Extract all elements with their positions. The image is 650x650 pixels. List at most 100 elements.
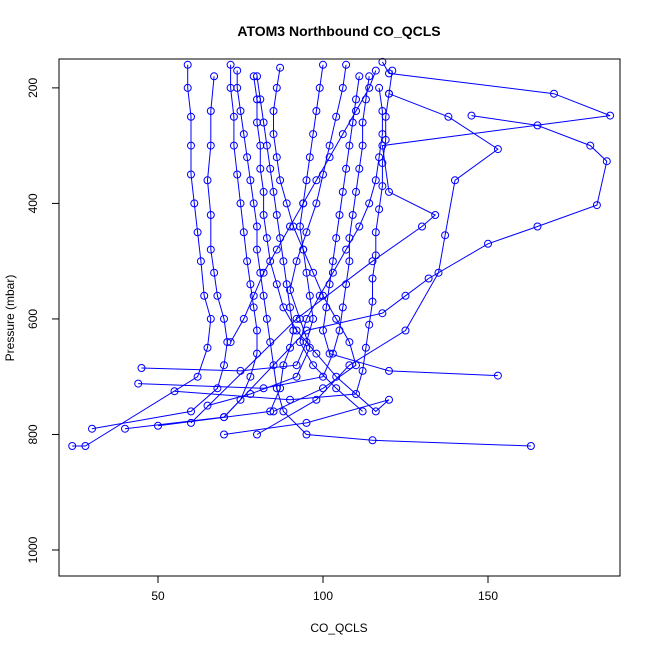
data-point bbox=[309, 130, 318, 139]
data-point bbox=[81, 442, 90, 450]
series-line bbox=[299, 87, 383, 412]
data-point bbox=[378, 57, 387, 66]
data-point bbox=[401, 326, 410, 335]
data-point bbox=[375, 83, 384, 92]
data-point bbox=[358, 141, 367, 150]
data-point bbox=[187, 407, 195, 416]
data-point bbox=[352, 361, 360, 370]
data-point bbox=[292, 326, 301, 335]
data-point bbox=[332, 112, 341, 121]
data-point bbox=[68, 442, 77, 450]
data-point bbox=[256, 164, 265, 173]
data-point bbox=[375, 205, 384, 214]
data-point bbox=[276, 63, 285, 72]
data-point bbox=[526, 442, 535, 450]
series-line bbox=[190, 61, 611, 424]
data-point bbox=[292, 361, 301, 370]
data-point bbox=[365, 320, 374, 329]
data-point bbox=[187, 141, 195, 150]
data-point bbox=[299, 199, 308, 208]
x-tick-label: 50 bbox=[151, 589, 165, 603]
data-point bbox=[355, 72, 364, 81]
series-16 bbox=[226, 66, 380, 347]
data-point bbox=[187, 170, 195, 179]
data-point bbox=[365, 199, 374, 208]
y-tick-label: 800 bbox=[26, 424, 40, 444]
data-point bbox=[272, 153, 281, 162]
data-point bbox=[328, 268, 337, 277]
data-point bbox=[602, 157, 611, 166]
data-point bbox=[121, 424, 129, 433]
data-point bbox=[606, 111, 615, 120]
series-2 bbox=[88, 72, 232, 433]
data-point bbox=[206, 314, 215, 323]
data-point bbox=[358, 118, 367, 127]
data-point bbox=[368, 257, 377, 266]
data-point bbox=[213, 291, 222, 300]
data-point bbox=[352, 390, 360, 398]
data-point bbox=[444, 112, 453, 121]
data-point bbox=[220, 361, 228, 370]
data-point bbox=[550, 89, 558, 98]
data-point bbox=[266, 257, 275, 266]
data-point bbox=[358, 366, 367, 375]
data-point bbox=[375, 153, 384, 162]
data-point bbox=[236, 199, 245, 208]
data-point bbox=[137, 364, 146, 372]
data-point bbox=[345, 257, 354, 266]
data-point bbox=[434, 268, 443, 277]
data-point bbox=[533, 222, 542, 231]
data-point bbox=[424, 274, 433, 283]
data-point bbox=[371, 176, 380, 185]
series-3 bbox=[121, 60, 261, 433]
data-point bbox=[200, 291, 209, 300]
series-line bbox=[72, 64, 212, 447]
data-point bbox=[243, 153, 252, 162]
data-point bbox=[378, 182, 387, 191]
x-tick-label: 100 bbox=[313, 589, 333, 603]
data-point bbox=[305, 291, 314, 300]
data-point bbox=[312, 395, 321, 404]
data-point bbox=[279, 257, 288, 266]
data-point bbox=[259, 268, 268, 277]
data-point bbox=[236, 107, 245, 115]
data-point bbox=[309, 361, 318, 370]
data-point bbox=[253, 72, 261, 81]
series-line bbox=[157, 76, 294, 427]
data-point bbox=[206, 211, 215, 219]
data-point bbox=[196, 257, 205, 266]
data-point bbox=[586, 141, 595, 150]
data-point bbox=[385, 69, 393, 78]
plot-layer bbox=[68, 57, 615, 450]
y-tick-label: 1000 bbox=[26, 536, 40, 563]
data-point bbox=[239, 314, 248, 323]
data-point bbox=[418, 222, 426, 231]
data-point bbox=[302, 176, 311, 185]
data-point bbox=[259, 384, 268, 393]
data-point bbox=[302, 430, 311, 439]
data-point bbox=[246, 176, 255, 185]
data-point bbox=[319, 384, 327, 393]
data-point bbox=[253, 349, 261, 358]
data-point bbox=[332, 314, 341, 323]
y-axis: 200 400 600 800 1000 bbox=[26, 78, 60, 563]
data-point bbox=[183, 83, 192, 92]
data-point bbox=[338, 83, 347, 92]
data-point bbox=[371, 228, 380, 237]
y-tick-label: 600 bbox=[26, 309, 40, 329]
chart-title: ATOM3 Northbound CO_QCLS bbox=[237, 23, 440, 39]
data-point bbox=[269, 187, 278, 196]
data-point bbox=[378, 141, 387, 150]
data-point bbox=[206, 107, 215, 115]
data-point bbox=[371, 66, 380, 75]
data-point bbox=[352, 95, 360, 104]
data-point bbox=[203, 343, 212, 352]
data-point bbox=[210, 268, 219, 277]
data-point bbox=[279, 303, 288, 312]
data-point bbox=[233, 170, 242, 179]
data-point bbox=[338, 303, 347, 312]
data-point bbox=[246, 372, 255, 381]
data-point bbox=[253, 222, 261, 231]
